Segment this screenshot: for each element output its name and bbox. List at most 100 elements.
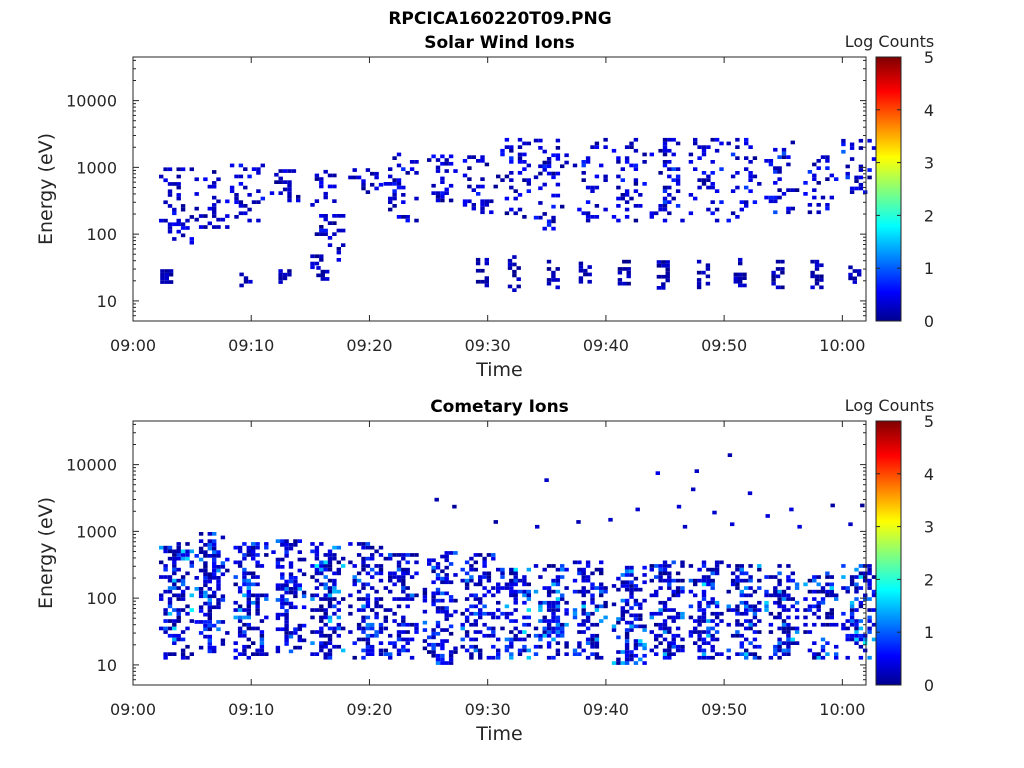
spectrogram-cell (332, 556, 337, 561)
spectrogram-cell (603, 586, 608, 590)
spectrogram-cell (172, 560, 177, 565)
spectrogram-cell (730, 582, 736, 587)
spectrogram-cell (323, 191, 328, 196)
spectrogram-cell (526, 615, 531, 620)
spectrogram-cell (638, 587, 643, 592)
spectrogram-cell (867, 138, 872, 143)
spectrogram-cell (533, 589, 539, 594)
spectrogram-cell (435, 642, 441, 647)
spectrogram-cell (476, 192, 481, 196)
spectrogram-cell (220, 594, 226, 599)
spectrogram-cell (752, 174, 758, 179)
spectrogram-cell (564, 611, 569, 616)
spectrogram-cell (233, 600, 238, 605)
spectrogram-cell (871, 157, 877, 161)
spectrogram-cell (220, 217, 226, 222)
spectrogram-cell (374, 571, 379, 576)
spectrogram-cell (225, 568, 230, 573)
spectrogram-cell (701, 597, 707, 601)
spectrogram-cell (212, 594, 217, 599)
spectrogram-cell (327, 553, 333, 557)
spectrogram-cell (739, 600, 744, 605)
spectrogram-cell (327, 633, 333, 638)
spectrogram-cell (744, 604, 749, 609)
spectrogram-cell (365, 626, 371, 631)
spectrogram-cell (696, 281, 702, 286)
spectrogram-cell (167, 578, 173, 583)
spectrogram-cell (624, 635, 630, 640)
spectrogram-cell (401, 553, 406, 557)
spectrogram-cell (624, 598, 630, 603)
spectrogram-cell (486, 655, 492, 660)
spectrogram-cell (786, 162, 791, 167)
spectrogram-cell (777, 644, 782, 649)
spectrogram-cell (820, 586, 826, 590)
spectrogram-cell (710, 171, 715, 175)
spectrogram-cell (649, 215, 654, 219)
spectrogram-cell (735, 604, 740, 609)
spectrogram-cell (551, 270, 556, 275)
spectrogram-cell (706, 604, 711, 609)
spectrogram-cell (560, 575, 565, 579)
spectrogram-cell (710, 633, 715, 638)
spectrogram-cell (735, 652, 740, 656)
spectrogram-cell (189, 619, 194, 623)
spectrogram-cell (564, 567, 569, 572)
spectrogram-cell (794, 641, 800, 645)
spectrogram-cell (819, 285, 824, 290)
spectrogram-cell (546, 564, 552, 568)
spectrogram-cell (435, 587, 441, 592)
spectrogram-cell (207, 609, 212, 613)
spectrogram-cell (469, 575, 474, 579)
spectrogram-cell (710, 637, 715, 642)
spectrogram-cell (578, 268, 584, 273)
spectrogram-cell (706, 582, 711, 587)
spectrogram-cell (551, 564, 556, 568)
spectrogram-cell (858, 571, 864, 576)
spectrogram-cell (551, 608, 556, 612)
spectrogram-cell (546, 223, 552, 227)
spectrogram-cell (189, 652, 194, 656)
spectrogram-cell (189, 167, 194, 172)
spectrogram-cell (675, 626, 681, 631)
spectrogram-cell (431, 191, 436, 195)
spectrogram-cell (504, 637, 510, 642)
spectrogram-cell (246, 600, 251, 605)
spectrogram-cell (365, 622, 371, 627)
spectrogram-cell (167, 619, 173, 623)
spectrogram-cell (665, 274, 670, 279)
spectrogram-cell (577, 571, 582, 576)
spectrogram-cell (301, 557, 307, 562)
spectrogram-cell (509, 641, 514, 645)
x-tick-label: 09:40 (583, 336, 629, 355)
spectrogram-cell (816, 159, 821, 163)
spectrogram-cell (172, 182, 177, 186)
spectrogram-cell (255, 611, 260, 616)
spectrogram-cell (744, 648, 749, 653)
spectrogram-cell (444, 161, 449, 166)
spectrogram-cell (496, 174, 501, 179)
spectrogram-cell (512, 288, 517, 292)
spectrogram-cell (225, 557, 230, 562)
spectrogram-cell (794, 626, 800, 631)
spectrogram-cell (654, 633, 659, 638)
spectrogram-cell (748, 586, 753, 590)
spectrogram-cell (453, 646, 458, 651)
spectrogram-cell (661, 274, 666, 279)
spectrogram-cell (820, 195, 826, 200)
spectrogram-cell (414, 622, 419, 627)
spectrogram-cell (509, 655, 514, 660)
spectrogram-cell (513, 608, 518, 612)
spectrogram-cell (482, 564, 487, 568)
spectrogram-cell (655, 471, 660, 475)
spectrogram-cell (259, 652, 265, 656)
spectrogram-cell (238, 200, 244, 204)
spectrogram-cell (469, 556, 474, 561)
spectrogram-cell (301, 605, 307, 610)
spectrogram-cell (493, 184, 498, 189)
spectrogram-cell (251, 575, 256, 579)
colorbar-tick-label: 3 (924, 518, 934, 537)
spectrogram-cell (336, 247, 341, 251)
spectrogram-cell (319, 254, 324, 259)
spectrogram-cell (216, 605, 221, 610)
